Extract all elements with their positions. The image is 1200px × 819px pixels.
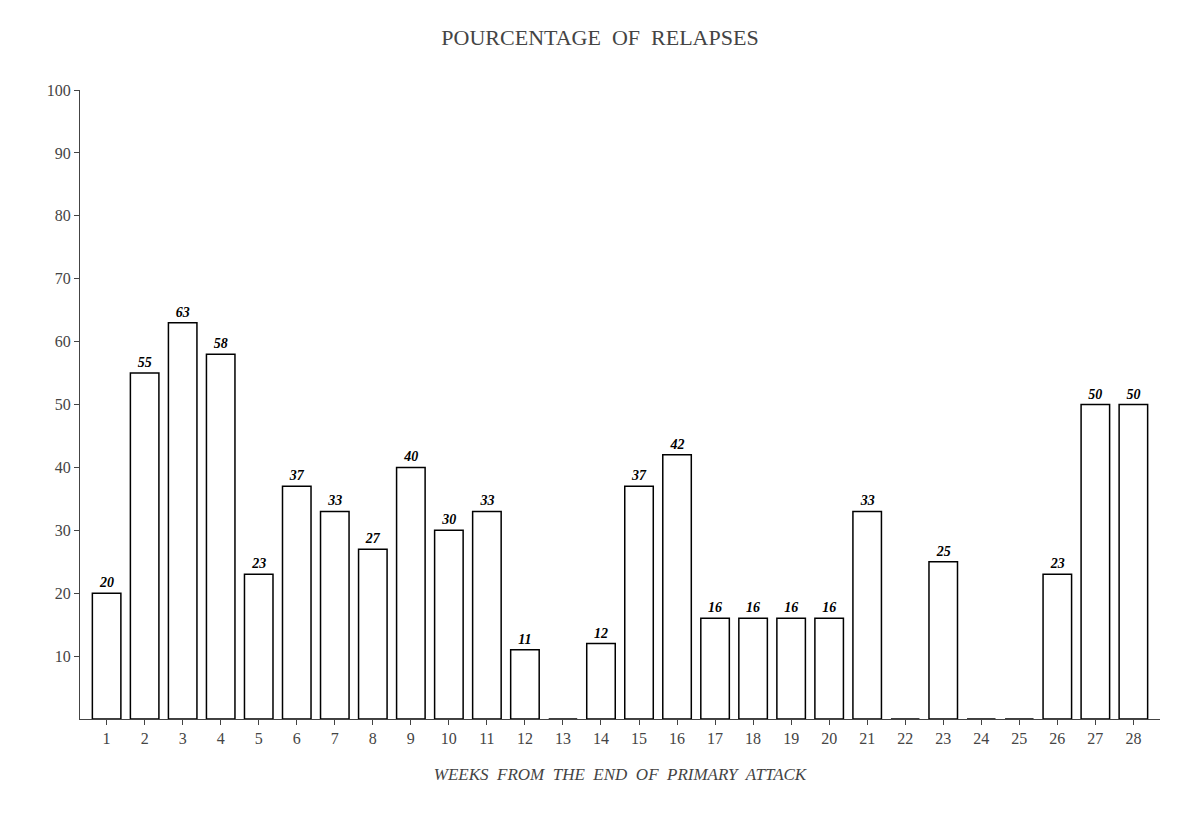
svg-text:20: 20 — [99, 575, 114, 590]
svg-text:5: 5 — [255, 730, 263, 747]
svg-text:16: 16 — [822, 600, 836, 615]
svg-text:2: 2 — [141, 730, 149, 747]
svg-text:25: 25 — [936, 544, 951, 559]
svg-text:3: 3 — [179, 730, 187, 747]
svg-text:8: 8 — [369, 730, 377, 747]
svg-text:17: 17 — [707, 730, 723, 747]
svg-text:30: 30 — [441, 512, 456, 527]
svg-text:1: 1 — [103, 730, 111, 747]
svg-text:30: 30 — [55, 522, 71, 539]
svg-text:37: 37 — [289, 468, 305, 483]
svg-text:28: 28 — [1125, 730, 1141, 747]
svg-text:26: 26 — [1049, 730, 1065, 747]
svg-text:33: 33 — [327, 493, 342, 508]
svg-text:80: 80 — [55, 207, 71, 224]
svg-text:WEEKS FROM THE END OF PRI: WEEKS FROM THE END OF PRIMARY ATTACK — [434, 765, 808, 784]
svg-text:4: 4 — [217, 730, 225, 747]
svg-text:14: 14 — [593, 730, 609, 747]
svg-text:27: 27 — [365, 531, 381, 546]
svg-text:60: 60 — [55, 333, 71, 350]
svg-text:6: 6 — [293, 730, 301, 747]
svg-text:16: 16 — [784, 600, 798, 615]
svg-text:15: 15 — [631, 730, 647, 747]
svg-text:18: 18 — [745, 730, 761, 747]
svg-text:42: 42 — [670, 437, 685, 452]
svg-text:63: 63 — [176, 305, 190, 320]
svg-text:11: 11 — [479, 730, 494, 747]
svg-text:70: 70 — [55, 270, 71, 287]
svg-text:24: 24 — [973, 730, 989, 747]
svg-text:16: 16 — [669, 730, 685, 747]
svg-text:37: 37 — [631, 468, 647, 483]
svg-text:19: 19 — [783, 730, 799, 747]
svg-text:12: 12 — [517, 730, 533, 747]
svg-text:10: 10 — [441, 730, 457, 747]
svg-text:23: 23 — [1050, 556, 1065, 571]
svg-text:23: 23 — [251, 556, 266, 571]
svg-text:33: 33 — [860, 493, 875, 508]
svg-text:POURCENTAGE OF RELAPSES: POURCENTAGE OF RELAPSES — [441, 25, 758, 50]
svg-text:9: 9 — [407, 730, 415, 747]
svg-text:27: 27 — [1087, 730, 1103, 747]
svg-text:21: 21 — [859, 730, 875, 747]
svg-text:50: 50 — [1088, 387, 1102, 402]
svg-text:20: 20 — [55, 585, 71, 602]
svg-text:7: 7 — [331, 730, 339, 747]
svg-text:22: 22 — [897, 730, 913, 747]
svg-text:20: 20 — [821, 730, 837, 747]
svg-text:13: 13 — [555, 730, 571, 747]
svg-text:16: 16 — [746, 600, 760, 615]
svg-text:100: 100 — [47, 82, 71, 99]
svg-text:10: 10 — [55, 648, 71, 665]
svg-text:40: 40 — [55, 459, 71, 476]
svg-text:40: 40 — [403, 449, 418, 464]
svg-text:33: 33 — [479, 493, 494, 508]
svg-text:50: 50 — [55, 396, 71, 413]
svg-text:50: 50 — [1126, 387, 1140, 402]
svg-text:16: 16 — [708, 600, 722, 615]
svg-text:55: 55 — [138, 355, 152, 370]
svg-text:90: 90 — [55, 145, 71, 162]
svg-text:23: 23 — [935, 730, 951, 747]
svg-text:12: 12 — [594, 626, 608, 641]
svg-text:58: 58 — [214, 336, 228, 351]
svg-text:25: 25 — [1011, 730, 1027, 747]
svg-text:11: 11 — [518, 632, 531, 647]
